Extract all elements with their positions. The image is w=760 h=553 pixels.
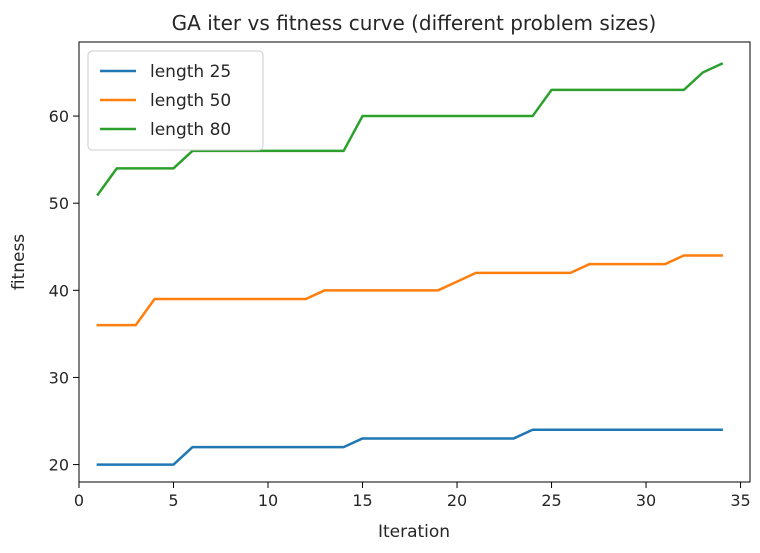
- y-axis: 20 30 40 50 60: [49, 107, 79, 475]
- legend-box: [87, 50, 264, 151]
- legend-label: length 80: [150, 120, 231, 140]
- x-tick-label: 20: [447, 491, 467, 510]
- series-line-2: [96, 254, 723, 327]
- y-tick-label: 20: [49, 456, 69, 475]
- x-axis-label: Iteration: [378, 522, 450, 542]
- x-tick-label: 25: [541, 491, 561, 510]
- legend-label: length 50: [150, 91, 231, 111]
- y-tick-label: 40: [49, 281, 69, 300]
- x-axis: 0 5 10 15 20 25 30 35: [74, 482, 751, 510]
- series-lines: [96, 62, 724, 466]
- y-tick-label: 60: [49, 107, 69, 126]
- x-tick-label: 30: [636, 491, 656, 510]
- series-line-3: [96, 62, 724, 197]
- y-axis-label: fitness: [9, 234, 29, 290]
- x-tick-label: 5: [168, 491, 178, 510]
- series-line-1: [96, 428, 723, 466]
- legend-label: length 25: [150, 62, 231, 82]
- x-tick-label: 15: [352, 491, 372, 510]
- chart-title: GA iter vs fitness curve (different prob…: [172, 11, 657, 35]
- x-tick-label: 35: [730, 491, 750, 510]
- plot-area: [78, 41, 751, 483]
- legend: length 25 length 50 length 80: [87, 50, 264, 151]
- y-tick-label: 50: [49, 194, 69, 213]
- x-tick-label: 0: [74, 491, 84, 510]
- x-tick-label: 10: [258, 491, 278, 510]
- y-tick-label: 30: [49, 368, 69, 387]
